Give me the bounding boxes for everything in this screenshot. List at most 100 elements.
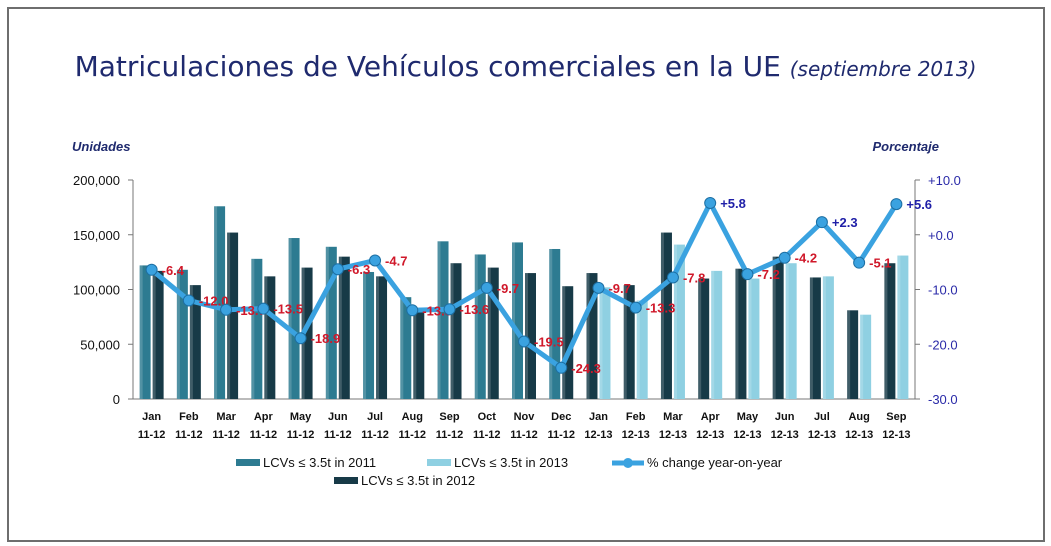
bar-highlight: [884, 263, 888, 399]
y2-tick-label: -30.0: [928, 392, 958, 407]
pct-data-label: -9.7: [608, 281, 630, 296]
bar-highlight: [809, 277, 813, 399]
bar-highlight: [325, 246, 329, 399]
x-tick-period: 12-13: [733, 429, 761, 441]
bar-2011: [549, 248, 561, 399]
pct-data-label: -4.2: [795, 251, 817, 266]
bar-2012: [487, 267, 499, 399]
pct-marker: [704, 196, 717, 209]
y2-tick-label: +0.0: [928, 228, 954, 243]
bar-2012: [264, 276, 276, 399]
pct-data-label: -6.4: [162, 263, 185, 278]
legend-marker-swatch: [623, 458, 633, 468]
bar-highlight: [822, 276, 826, 399]
pct-marker: [666, 271, 679, 284]
bar-highlight: [711, 270, 715, 399]
x-tick-month: Apr: [254, 411, 274, 423]
bar-2011: [251, 258, 263, 399]
pct-marker: [629, 301, 642, 314]
bar-2013: [785, 263, 797, 399]
pct-marker: [257, 302, 270, 315]
x-tick-period: 12-13: [882, 429, 910, 441]
bar-highlight: [363, 271, 367, 399]
legend-swatch: [236, 459, 260, 466]
y2-axis-title: Porcentaje: [873, 139, 939, 154]
pct-data-label: -13.6: [460, 302, 490, 317]
chart-title: Matriculaciones de Vehículos comerciales…: [0, 50, 1051, 83]
pct-data-label: -7.2: [757, 267, 779, 282]
bar-2011: [512, 242, 523, 399]
bar-highlight: [338, 256, 342, 399]
bar-2012: [189, 285, 201, 399]
x-tick-period: 12-13: [808, 429, 836, 441]
x-tick-period: 11-12: [138, 429, 166, 441]
bar-2012: [227, 232, 239, 399]
bar-highlight: [413, 310, 417, 399]
x-tick-period: 12-13: [659, 429, 687, 441]
x-tick-period: 12-13: [584, 429, 612, 441]
x-tick-period: 12-13: [771, 429, 799, 441]
bar-highlight: [189, 285, 193, 399]
legend-label: % change year-on-year: [647, 455, 783, 470]
pct-data-label: -13.3: [646, 301, 676, 316]
x-tick-month: Mar: [216, 411, 236, 423]
bar-highlight: [152, 270, 156, 399]
pct-data-label: -6.3: [348, 262, 370, 277]
y-tick-label: 200,000: [73, 173, 120, 188]
bar-2013: [711, 270, 723, 399]
bar-2012: [152, 270, 164, 399]
bar-highlight: [376, 276, 380, 399]
bar-2012: [450, 263, 462, 399]
bar-2012: [809, 277, 821, 399]
bar-highlight: [847, 310, 851, 399]
pct-marker: [890, 198, 903, 211]
bar-2011: [437, 241, 449, 399]
bar-highlight: [288, 238, 292, 399]
bar-2011: [363, 271, 375, 399]
y-tick-label: 0: [113, 392, 120, 407]
legend-label: LCVs ≤ 3.5t in 2012: [361, 473, 475, 488]
x-tick-month: Feb: [626, 411, 646, 423]
bar-highlight: [660, 232, 664, 399]
x-tick-period: 11-12: [324, 429, 352, 441]
x-tick-month: Apr: [701, 411, 721, 423]
pct-marker: [592, 281, 605, 294]
bar-2012: [698, 278, 710, 399]
bar-highlight: [735, 268, 739, 399]
pct-marker: [778, 251, 791, 264]
legend-swatch: [427, 459, 451, 466]
x-tick-period: 11-12: [473, 429, 501, 441]
bar-highlight: [562, 286, 566, 399]
x-tick-month: Sep: [886, 411, 906, 423]
x-tick-month: Dec: [551, 411, 571, 423]
bar-2013: [636, 300, 648, 399]
legend-swatch: [334, 477, 358, 484]
x-tick-month: Oct: [478, 411, 497, 423]
bar-highlight: [264, 276, 268, 399]
x-tick-month: Mar: [663, 411, 683, 423]
pct-data-label: -13.5: [273, 302, 303, 317]
bar-2012: [586, 273, 598, 399]
x-tick-period: 11-12: [510, 429, 538, 441]
pct-marker: [369, 254, 382, 267]
pct-data-label: -24.3: [571, 361, 601, 376]
bar-highlight: [772, 256, 776, 399]
pct-data-label: +5.6: [906, 197, 932, 212]
bar-2011: [214, 206, 226, 399]
bar-2013: [673, 244, 685, 399]
bar-2012: [562, 286, 574, 399]
bar-highlight: [487, 267, 491, 399]
bar-highlight: [698, 278, 702, 399]
x-tick-month: Feb: [179, 411, 199, 423]
bar-highlight: [897, 255, 901, 399]
pct-data-label: -18.9: [311, 331, 341, 346]
bar-2012: [735, 268, 747, 399]
x-tick-period: 12-13: [622, 429, 650, 441]
pct-data-label: -19.5: [534, 335, 564, 350]
legend-label: LCVs ≤ 3.5t in 2011: [263, 455, 376, 470]
bar-2011: [400, 297, 412, 399]
bar-2011: [176, 269, 188, 399]
x-tick-month: Jun: [775, 411, 795, 423]
bar-highlight: [474, 254, 478, 399]
